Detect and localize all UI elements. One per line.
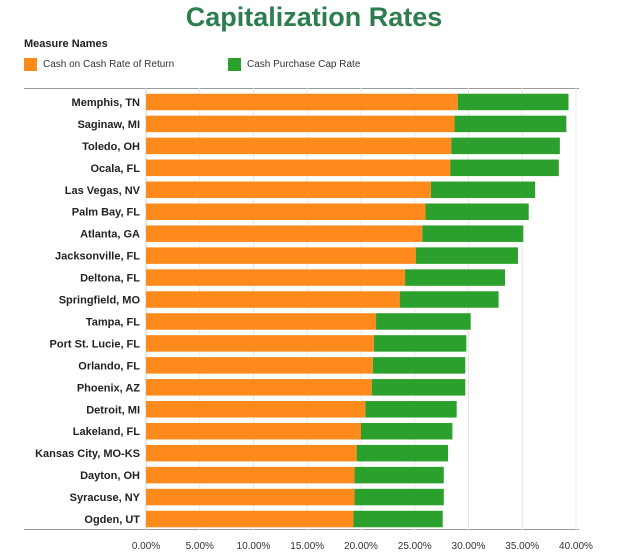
x-tick-label: 35.00%	[505, 541, 539, 552]
bar-cash-on-cash[interactable]	[146, 401, 366, 418]
x-tick-label: 15.00%	[290, 541, 324, 552]
category-label: Kansas City, MO-KS	[35, 448, 140, 460]
bar-cash-on-cash[interactable]	[146, 115, 455, 133]
bar-cash-purchase-cap[interactable]	[451, 137, 560, 155]
category-label: Port St. Lucie, FL	[50, 338, 141, 350]
legend-item-cash-purchase[interactable]: Cash Purchase Cap Rate	[228, 57, 360, 71]
bar-cash-on-cash[interactable]	[146, 181, 431, 199]
bar-cash-purchase-cap[interactable]	[365, 401, 457, 418]
bar-cash-on-cash[interactable]	[146, 379, 372, 396]
plot-frame	[24, 88, 579, 530]
legend-label: Cash Purchase Cap Rate	[247, 58, 361, 70]
category-label: Las Vegas, NV	[65, 185, 141, 197]
category-label: Detroit, MI	[86, 404, 140, 416]
bar-cash-purchase-cap[interactable]	[353, 510, 443, 528]
category-label: Atlanta, GA	[80, 229, 140, 241]
bar-cash-purchase-cap[interactable]	[405, 269, 506, 286]
bar-cash-purchase-cap[interactable]	[399, 291, 499, 308]
bar-cash-on-cash[interactable]	[146, 313, 377, 330]
bar-cash-on-cash[interactable]	[146, 488, 355, 506]
bar-cash-on-cash[interactable]	[146, 269, 406, 286]
bar-cash-on-cash[interactable]	[146, 466, 355, 484]
bar-cash-purchase-cap[interactable]	[361, 422, 453, 440]
category-label: Springfield, MO	[59, 295, 141, 307]
chart-title: Capitalization Rates	[185, 2, 443, 32]
x-tick-label: 30.00%	[452, 541, 486, 552]
bar-cash-purchase-cap[interactable]	[454, 115, 567, 133]
bar-cash-on-cash[interactable]	[146, 422, 361, 440]
bar-cash-on-cash[interactable]	[146, 225, 423, 242]
bar-cash-on-cash[interactable]	[146, 291, 400, 308]
bar-cash-purchase-cap[interactable]	[373, 335, 467, 352]
x-tick-label: 0.00%	[132, 541, 160, 552]
bar-cash-purchase-cap[interactable]	[415, 247, 518, 264]
category-label: Palm Bay, FL	[72, 207, 141, 219]
bar-cash-on-cash[interactable]	[146, 510, 354, 528]
bar-cash-purchase-cap[interactable]	[354, 488, 444, 506]
bar-cash-purchase-cap[interactable]	[430, 181, 536, 199]
legend-label: Cash on Cash Rate of Return	[43, 58, 175, 70]
bar-cash-on-cash[interactable]	[146, 159, 451, 177]
category-label: Deltona, FL	[80, 273, 140, 285]
bar-cash-on-cash[interactable]	[146, 93, 458, 111]
x-tick-label: 20.00%	[344, 541, 378, 552]
bar-cash-purchase-cap[interactable]	[356, 444, 449, 462]
bar-cash-on-cash[interactable]	[146, 203, 426, 220]
category-label: Lakeland, FL	[73, 426, 141, 438]
bar-cash-on-cash[interactable]	[146, 357, 373, 374]
category-label: Memphis, TN	[72, 97, 141, 109]
x-tick-label: 5.00%	[186, 541, 214, 552]
bar-cash-purchase-cap[interactable]	[372, 357, 466, 374]
bar-cash-on-cash[interactable]	[146, 247, 416, 264]
bar-cash-purchase-cap[interactable]	[457, 93, 569, 111]
legend-swatch-green	[228, 57, 241, 71]
category-label: Orlando, FL	[78, 360, 140, 372]
x-tick-label: 40.00%	[559, 541, 593, 552]
legend-title: Measure Names	[24, 38, 108, 50]
category-label: Ocala, FL	[90, 163, 140, 175]
category-label: Saginaw, MI	[77, 119, 140, 131]
bar-cash-purchase-cap[interactable]	[450, 159, 559, 177]
legend-item-cash-on-cash[interactable]: Cash on Cash Rate of Return	[24, 57, 174, 71]
bar-cash-on-cash[interactable]	[146, 335, 374, 352]
bar-cash-purchase-cap[interactable]	[354, 466, 444, 484]
bar-cash-purchase-cap[interactable]	[425, 203, 529, 220]
x-tick-label: 25.00%	[398, 541, 432, 552]
bar-cash-purchase-cap[interactable]	[422, 225, 524, 242]
x-tick-label: 10.00%	[237, 541, 271, 552]
category-label: Phoenix, AZ	[77, 382, 140, 394]
category-label: Toledo, OH	[82, 141, 140, 153]
bar-cash-purchase-cap[interactable]	[376, 313, 471, 330]
category-label: Dayton, OH	[80, 470, 140, 482]
category-label: Jacksonville, FL	[55, 251, 140, 263]
legend-swatch-orange	[24, 57, 37, 71]
category-label: Syracuse, NY	[70, 492, 141, 504]
category-label: Ogden, UT	[84, 514, 140, 526]
bar-cash-on-cash[interactable]	[146, 137, 452, 155]
bar-cash-on-cash[interactable]	[146, 444, 357, 462]
bar-cash-purchase-cap[interactable]	[371, 379, 466, 396]
category-label: Tampa, FL	[86, 316, 140, 328]
